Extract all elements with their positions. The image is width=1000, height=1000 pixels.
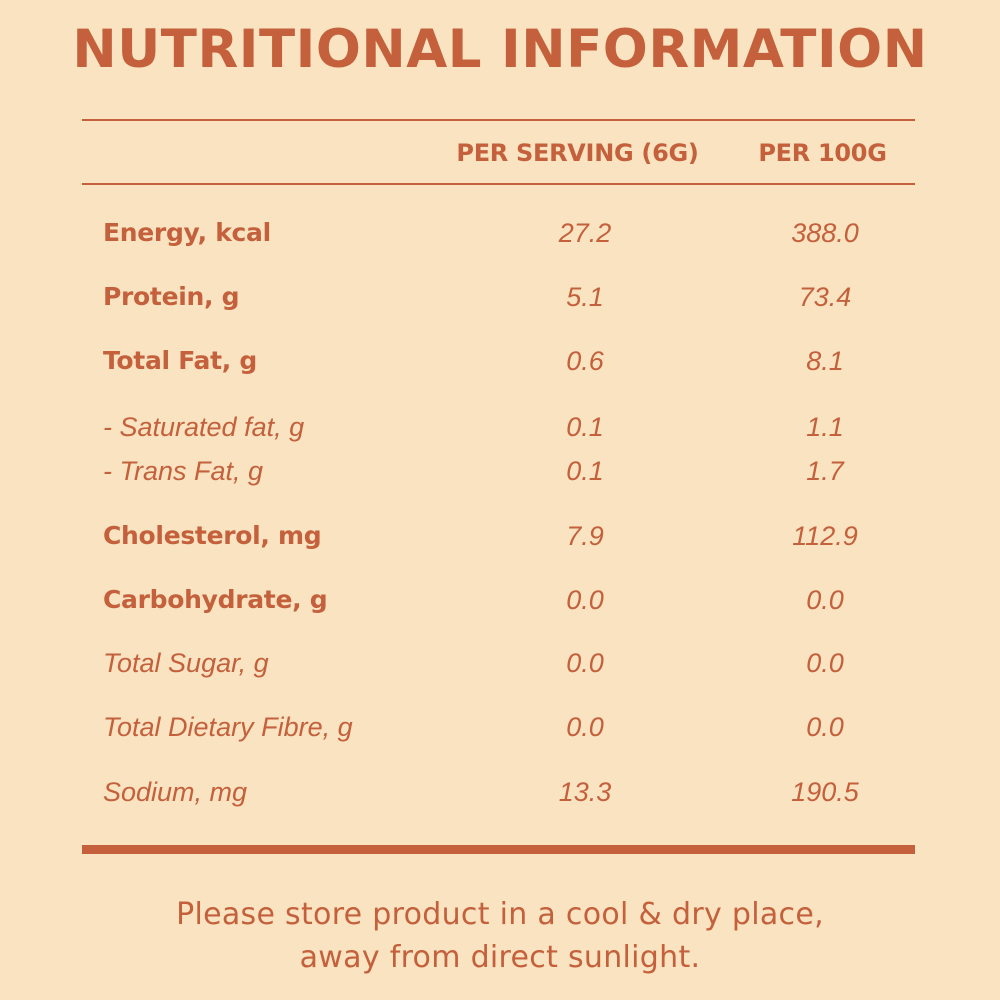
table-row-cholesterol: Cholesterol, mg 7.9 112.9 [0,516,1000,556]
column-header-per-serving: PER SERVING (6G) [456,139,699,167]
table-row-carbohydrate: Carbohydrate, g 0.0 0.0 [0,580,1000,620]
per-100g-value: 190.5 [791,777,859,807]
page-title: NUTRITIONAL INFORMATION [72,19,928,80]
bottom-divider [82,845,915,854]
row-label: Energy, kcal [103,218,271,247]
storage-note: Please store product in a cool & dry pla… [0,893,1000,979]
per-serving-value: 0.0 [566,648,604,678]
row-label: Cholesterol, mg [103,521,322,550]
per-100g-value: 8.1 [806,346,844,376]
per-serving-value: 0.1 [566,412,604,442]
storage-note-line-1: Please store product in a cool & dry pla… [176,897,824,932]
table-row-sodium: Sodium, mg 13.3 190.5 [0,772,1000,812]
table-row-total-sugar: Total Sugar, g 0.0 0.0 [0,643,1000,683]
table-row-saturated-fat: - Saturated fat, g 0.1 1.1 [0,407,1000,447]
per-100g-value: 0.0 [806,585,844,615]
column-header-per-100g: PER 100G [758,139,887,167]
per-100g-value: 112.9 [792,521,858,551]
row-label: Total Fat, g [103,346,257,375]
top-divider [82,119,915,121]
per-serving-value: 0.0 [566,712,604,742]
per-serving-value: 5.1 [566,282,604,312]
table-row-protein: Protein, g 5.1 73.4 [0,277,1000,317]
storage-note-line-2: away from direct sunlight. [299,940,701,975]
row-label: Total Sugar, g [103,648,269,678]
per-100g-value: 388.0 [791,218,859,248]
per-serving-value: 27.2 [558,218,612,248]
row-label: - Saturated fat, g [103,412,305,442]
row-label: Sodium, mg [103,777,248,807]
per-serving-value: 0.0 [566,585,604,615]
table-row-dietary-fibre: Total Dietary Fibre, g 0.0 0.0 [0,707,1000,747]
per-100g-value: 1.7 [806,456,844,486]
row-label: Protein, g [103,282,240,311]
row-label: Carbohydrate, g [103,585,328,614]
table-row-trans-fat: - Trans Fat, g 0.1 1.7 [0,451,1000,491]
header-divider [82,183,915,185]
per-serving-value: 13.3 [558,777,612,807]
per-serving-value: 0.6 [566,346,604,376]
per-100g-value: 73.4 [798,282,852,312]
per-serving-value: 0.1 [566,456,604,486]
row-label: - Trans Fat, g [103,456,264,486]
table-row-total-fat: Total Fat, g 0.6 8.1 [0,341,1000,381]
table-row-energy: Energy, kcal 27.2 388.0 [0,213,1000,253]
per-100g-value: 0.0 [806,648,844,678]
row-label: Total Dietary Fibre, g [103,712,353,742]
per-serving-value: 7.9 [566,521,604,551]
per-100g-value: 0.0 [806,712,844,742]
per-100g-value: 1.1 [806,412,844,442]
